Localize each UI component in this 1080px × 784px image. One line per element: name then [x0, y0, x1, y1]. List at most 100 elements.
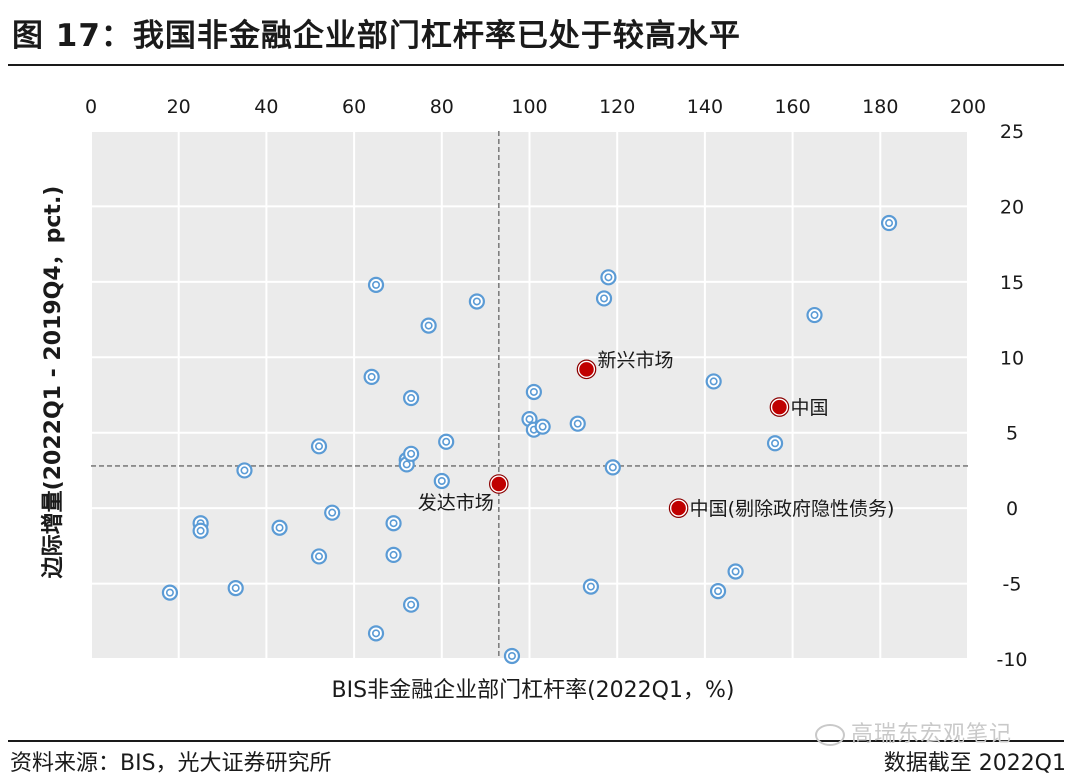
country-point [766, 435, 784, 452]
country-point-inner [731, 567, 740, 576]
country-point [403, 596, 420, 613]
highlight-point-ring [576, 359, 597, 380]
country-point-inner [472, 297, 481, 306]
x-axis-label: BIS非金融企业部门杠杆率(2022Q1，%) [332, 678, 735, 703]
reference-lines [91, 131, 968, 659]
country-point-inner [538, 422, 547, 431]
country-point [192, 522, 209, 539]
y-tick-labels: 25 20 15 10 5 0 -5 -10 [996, 121, 1027, 671]
country-point [534, 418, 551, 435]
country-point [569, 415, 586, 432]
highlight-point [490, 475, 508, 493]
country-point-inner [507, 651, 516, 660]
country-point-inner [810, 311, 819, 320]
country-point-inner [165, 588, 174, 597]
source-note: 资料来源：BIS，光大证券研究所 [10, 751, 332, 776]
country-point [604, 459, 621, 476]
country-point [310, 548, 328, 565]
country-point-inner [315, 552, 324, 561]
x-tick-labels: 0 20 40 60 80 100 120 140 160 180 200 [85, 96, 986, 118]
title-rule [8, 64, 1064, 66]
x-tick-label: 40 [254, 96, 278, 118]
y-tick-label: 15 [1000, 272, 1024, 294]
y-tick-label: 0 [1006, 498, 1018, 520]
country-point [367, 625, 385, 642]
highlight-point-label: 发达市场 [418, 492, 494, 514]
highlight-point-ring [769, 397, 790, 417]
y-tick-label: 5 [1006, 423, 1018, 445]
y-axis-label: 边际增量(2022Q1 - 2019Q4，pct.) [40, 186, 66, 580]
x-tick-label: 140 [687, 96, 723, 118]
country-point [324, 504, 341, 521]
country-point [385, 546, 402, 564]
country-point-inner [275, 523, 284, 532]
country-point [363, 368, 380, 385]
y-tick-label: -5 [1003, 574, 1022, 596]
country-point-inner [604, 273, 613, 282]
wechat-icon [815, 724, 845, 746]
x-tick-label: 0 [85, 96, 97, 118]
x-tick-label: 80 [430, 96, 454, 118]
country-point [503, 647, 521, 665]
highlight-point [669, 499, 688, 517]
x-tick-label: 60 [342, 96, 366, 118]
country-point [161, 584, 179, 601]
country-point [385, 515, 402, 532]
country-point [438, 433, 455, 450]
data-date-note: 数据截至 2022Q1 [883, 751, 1066, 776]
country-point [709, 583, 727, 600]
country-point-inner [771, 439, 780, 448]
country-point-inner [328, 508, 337, 517]
country-point [595, 290, 613, 307]
country-point [880, 214, 898, 232]
country-point [420, 317, 437, 334]
y-tick-label: 10 [1000, 347, 1024, 369]
country-point-inner [437, 476, 446, 485]
country-point [227, 579, 244, 597]
x-tick-label: 180 [862, 96, 898, 118]
watermark-text: 高瑞东宏观笔记 [851, 722, 1013, 747]
country-point-inner [231, 584, 240, 593]
country-point-inner [389, 550, 398, 559]
country-point-inner [573, 419, 582, 428]
country-point-inner [885, 219, 894, 228]
watermark: 高瑞东宏观笔记 [815, 716, 1012, 748]
country-point [705, 373, 722, 390]
highlight-point-label: 中国(剔除政府隐性债务) [690, 498, 895, 520]
y-tick-label: -10 [996, 649, 1027, 671]
country-point-inner [402, 460, 411, 469]
x-tick-label: 200 [950, 96, 986, 118]
country-point [403, 445, 420, 462]
country-point [403, 389, 420, 407]
country-point [236, 462, 253, 479]
country-point-inner [389, 519, 398, 528]
country-point [806, 306, 823, 324]
data-points [161, 214, 898, 665]
highlight-point-label: 中国 [790, 397, 828, 419]
country-point-inner [240, 466, 249, 475]
country-point-inner [608, 463, 617, 472]
x-tick-label: 120 [599, 96, 635, 118]
country-point-inner [442, 437, 451, 446]
country-point-inner [424, 321, 433, 330]
country-point-inner [407, 449, 416, 458]
country-point [468, 293, 485, 310]
country-point-inner [407, 394, 416, 403]
country-point-inner [196, 526, 205, 535]
country-point-inner [714, 587, 723, 596]
highlight-point [577, 360, 596, 379]
country-point-inner [586, 582, 595, 591]
country-point [367, 276, 385, 293]
country-point-inner [315, 442, 324, 451]
highlight-point [770, 398, 789, 416]
footer-rule [8, 740, 1064, 742]
y-tick-label: 20 [1000, 196, 1024, 218]
country-point-inner [709, 377, 718, 386]
country-point-inner [372, 629, 381, 638]
country-point [271, 519, 288, 536]
y-tick-label: 25 [1000, 121, 1024, 143]
x-tick-label: 20 [167, 96, 191, 118]
highlight-point-label: 新兴市场 [598, 349, 674, 371]
country-point-inner [367, 372, 376, 381]
